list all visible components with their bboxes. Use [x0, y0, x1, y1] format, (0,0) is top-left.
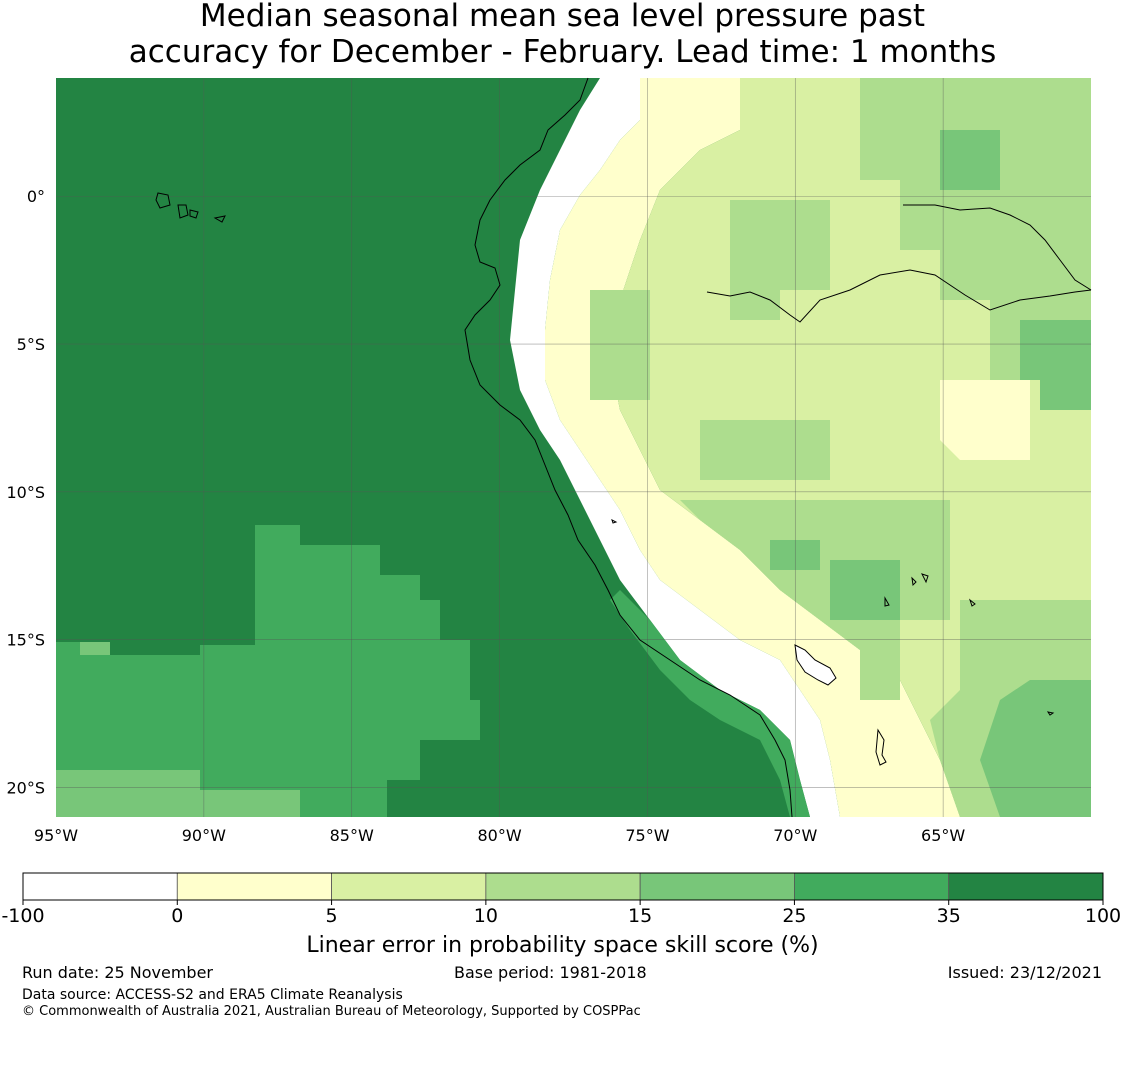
base-period: Base period: 1981-2018 [454, 963, 647, 982]
skill-region-15-25-inland-a [940, 130, 1000, 190]
skill-region-15-25-inland-e [1020, 320, 1091, 410]
data-source: Data source: ACCESS-S2 and ERA5 Climate … [22, 987, 403, 1003]
longitude-labels: 95°W 90°W 85°W 80°W 75°W 70°W 65°W [34, 826, 966, 845]
lat-tick-label: 15°S [6, 631, 45, 650]
skill-region-15-25-inland-d [980, 680, 1091, 817]
colorbar-tick-label: 25 [782, 905, 806, 927]
colorbar-segment [176, 872, 332, 901]
small-lake-1 [875, 728, 887, 766]
skill-region-10-15-inland-e [680, 500, 950, 700]
coastline [464, 77, 793, 818]
colorbar-segment [485, 872, 641, 901]
colorbar-segment [639, 872, 795, 901]
chart-title-line-2: accuracy for December - February. Lead t… [128, 34, 997, 70]
colorbar-tick-label: 35 [937, 905, 961, 927]
lon-tick-label: 95°W [34, 826, 78, 845]
colorbar-tick-label: 0 [171, 905, 183, 927]
chart-title-line-1: Median seasonal mean sea level pressure … [199, 0, 926, 34]
issued-date: Issued: 23/12/2021 [947, 963, 1102, 982]
lat-tick-label: 0° [27, 187, 45, 206]
colorbar-segment [22, 872, 178, 901]
skill-region-10-15-inland-c [590, 290, 650, 400]
colorbar-tick-label: 15 [628, 905, 652, 927]
lat-tick-label: 20°S [6, 778, 45, 797]
skill-region-15-25-inland-c [830, 560, 900, 620]
colorbar-tick-label: 100 [1085, 905, 1121, 927]
small-lake-2 [611, 519, 1055, 716]
lon-tick-label: 65°W [921, 826, 965, 845]
colorbar-outline [22, 872, 1104, 901]
colorbar-tick-label: -100 [1, 905, 44, 927]
lon-tick-label: 70°W [773, 826, 817, 845]
colorbar-segment [794, 872, 950, 901]
run-date: Run date: 25 November [22, 963, 213, 982]
river-amazon-b [903, 204, 1092, 291]
galapagos-islands [155, 192, 226, 223]
river-amazon-a [706, 269, 1092, 323]
lat-tick-label: 10°S [6, 483, 45, 502]
skill-region-15-25-south-ocean-2 [80, 642, 110, 655]
lon-tick-label: 75°W [625, 826, 669, 845]
lake-titicaca [794, 644, 837, 686]
skill-region-negative-coast [510, 78, 840, 817]
latitude-labels: 0° 5°S 10°S 15°S 20°S [6, 187, 45, 797]
skill-region-0-5-inland-band [545, 78, 960, 817]
skill-region-0-5-inland-patch [940, 380, 1030, 460]
skill-region-15-25-south-ocean [56, 770, 300, 817]
colorbar-segment [331, 872, 487, 901]
lon-tick-label: 80°W [477, 826, 521, 845]
gridlines [56, 78, 1091, 817]
colorbar-tick-label: 5 [326, 905, 338, 927]
lon-tick-label: 85°W [330, 826, 374, 845]
colorbar-segment [948, 872, 1104, 901]
colorbar-tick-label: 10 [474, 905, 498, 927]
colorbar-label: Linear error in probability space skill … [306, 933, 819, 958]
skill-region-25-35-south-ocean [56, 525, 480, 817]
map-area[interactable] [56, 77, 1092, 818]
skill-region-10-15-inland-d [700, 420, 830, 480]
skill-region-25-35-coast-south [610, 590, 810, 817]
skill-region-10-15-inland-a [730, 200, 830, 320]
lon-tick-label: 90°W [182, 826, 226, 845]
skill-region-35-100-coast-south [720, 740, 745, 817]
colorbar: -100 0 5 10 15 25 35 100 [1, 872, 1121, 927]
lat-tick-label: 5°S [17, 335, 45, 354]
copyright: © Commonwealth of Australia 2021, Austra… [22, 1004, 641, 1019]
